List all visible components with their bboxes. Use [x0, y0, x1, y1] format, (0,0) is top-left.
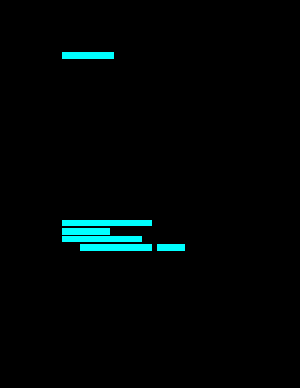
FancyBboxPatch shape	[62, 52, 114, 59]
FancyBboxPatch shape	[62, 236, 142, 242]
FancyBboxPatch shape	[80, 244, 152, 251]
FancyBboxPatch shape	[62, 228, 110, 235]
FancyBboxPatch shape	[62, 220, 152, 226]
FancyBboxPatch shape	[157, 244, 185, 251]
